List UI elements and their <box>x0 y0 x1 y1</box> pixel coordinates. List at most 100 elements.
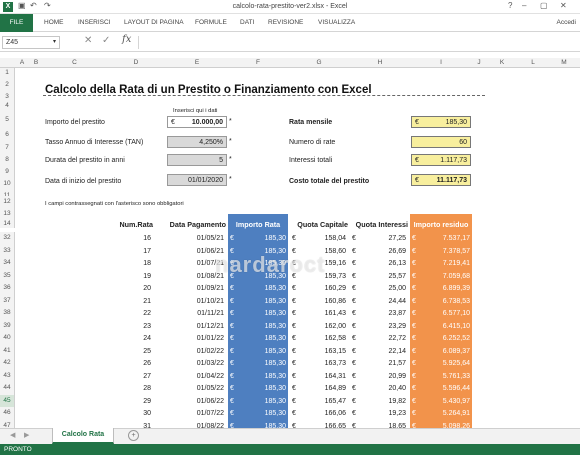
col-header-f[interactable]: F <box>256 59 260 66</box>
table-cell[interactable]: 160,86 <box>324 297 346 305</box>
tab-dati[interactable]: DATI <box>240 19 255 26</box>
table-cell[interactable]: 162,00 <box>324 322 346 330</box>
table-cell[interactable]: 01/01/22 <box>196 335 224 342</box>
table-cell[interactable]: 6.738,53 <box>442 297 470 305</box>
row-header[interactable]: 33 <box>0 244 15 257</box>
table-cell[interactable]: 158,04 <box>324 235 346 242</box>
tab-file[interactable]: FILE <box>0 14 33 32</box>
table-cell[interactable]: 5.264,91 <box>442 410 470 417</box>
table-cell[interactable]: 185,30 <box>264 347 286 355</box>
table-cell[interactable]: 159,73 <box>324 272 346 280</box>
table-cell[interactable]: 01/12/21 <box>196 322 224 330</box>
table-cell[interactable]: 165,47 <box>324 397 346 405</box>
table-cell[interactable]: 185,30 <box>264 322 286 330</box>
row-header[interactable]: 43 <box>0 369 15 382</box>
table-cell[interactable]: 185,30 <box>264 297 286 305</box>
col-header-i[interactable]: I <box>440 59 442 66</box>
maximize-icon[interactable]: ▢ <box>540 1 548 10</box>
row-header[interactable]: 46 <box>0 407 15 420</box>
table-cell[interactable]: 22,72 <box>388 335 406 342</box>
col-header-l[interactable]: L <box>531 59 535 66</box>
table-cell[interactable]: 164,31 <box>324 372 346 380</box>
table-cell[interactable]: 24 <box>143 335 151 342</box>
row-header[interactable]: 6 <box>0 130 15 140</box>
table-cell[interactable]: 6.899,39 <box>442 285 470 292</box>
table-cell[interactable]: 25,00 <box>388 285 406 292</box>
table-cell[interactable]: 158,60 <box>324 247 346 255</box>
table-cell[interactable]: 23,87 <box>388 310 406 317</box>
table-cell[interactable]: 20,99 <box>388 372 406 380</box>
col-header-j[interactable]: J <box>477 59 481 66</box>
table-cell[interactable]: 19,23 <box>388 410 406 417</box>
table-cell[interactable]: 160,29 <box>324 285 346 292</box>
row-header[interactable]: 35 <box>0 269 15 282</box>
insert-function-icon[interactable]: fx <box>122 34 132 45</box>
table-cell[interactable]: 185,30 <box>264 422 286 429</box>
table-cell[interactable]: 6.577,10 <box>442 310 470 317</box>
table-cell[interactable]: 5.761,33 <box>442 372 470 380</box>
table-cell[interactable]: 26,13 <box>388 260 406 267</box>
row-header[interactable]: 12 <box>0 196 15 208</box>
table-cell[interactable]: 01/08/22 <box>196 422 224 429</box>
table-cell[interactable]: 27 <box>143 372 151 380</box>
col-header-g[interactable]: G <box>316 59 322 66</box>
table-cell[interactable]: 25,57 <box>388 272 406 280</box>
scroll-right-icon[interactable]: ▶ <box>24 432 30 439</box>
table-cell[interactable]: 162,58 <box>324 335 346 342</box>
tab-layout[interactable]: LAYOUT DI PAGINA <box>124 19 184 26</box>
table-cell[interactable]: 19,82 <box>388 397 406 405</box>
table-cell[interactable]: 7.219,41 <box>442 260 470 267</box>
table-cell[interactable]: 5.430,97 <box>442 397 470 405</box>
importo-input[interactable]: €10.000,00 <box>167 116 227 128</box>
table-cell[interactable]: 20 <box>143 285 151 292</box>
help-icon[interactable]: ? <box>508 1 513 10</box>
sheet-grid[interactable]: Calcolo della Rata di un Prestito o Fina… <box>15 68 580 428</box>
table-cell[interactable]: 21 <box>143 297 151 305</box>
tab-revisione[interactable]: REVISIONE <box>268 19 304 26</box>
col-header-h[interactable]: H <box>377 59 383 66</box>
col-header-c[interactable]: C <box>72 59 77 66</box>
table-cell[interactable]: 22,14 <box>388 347 406 355</box>
table-cell[interactable]: 185,30 <box>264 310 286 317</box>
table-cell[interactable]: 166,65 <box>324 422 346 429</box>
row-header[interactable]: 4 <box>0 101 15 110</box>
table-cell[interactable]: 185,30 <box>264 335 286 342</box>
row-header[interactable]: 3 <box>0 92 15 101</box>
row-header[interactable]: 39 <box>0 319 15 332</box>
row-header[interactable]: 32 <box>0 232 15 245</box>
table-cell[interactable]: 01/10/21 <box>196 297 224 305</box>
save-icon[interactable]: ▣ <box>18 1 26 10</box>
name-box[interactable]: Z45 ▾ <box>2 36 60 49</box>
table-cell[interactable]: 18 <box>143 260 151 267</box>
table-cell[interactable]: 22 <box>143 310 151 317</box>
table-cell[interactable]: 17 <box>143 247 151 255</box>
table-cell[interactable]: 01/11/21 <box>197 310 224 317</box>
add-sheet-icon[interactable]: + <box>128 430 139 441</box>
table-cell[interactable]: 5.925,64 <box>442 360 470 367</box>
table-cell[interactable]: 161,43 <box>324 310 346 317</box>
tab-visualizza[interactable]: VISUALIZZA <box>318 19 356 26</box>
row-header[interactable]: 8 <box>0 156 15 164</box>
col-header-e[interactable]: E <box>194 59 200 66</box>
tab-formule[interactable]: FORMULE <box>195 19 227 26</box>
table-cell[interactable]: 23 <box>143 322 151 330</box>
table-cell[interactable]: 185,30 <box>264 385 286 392</box>
table-cell[interactable]: 185,30 <box>264 260 286 267</box>
table-cell[interactable]: 26,69 <box>388 247 406 255</box>
table-cell[interactable]: 01/05/22 <box>196 385 224 392</box>
table-cell[interactable]: 24,44 <box>388 297 406 305</box>
row-header[interactable]: 44 <box>0 382 15 395</box>
table-cell[interactable]: 185,30 <box>264 372 286 380</box>
table-cell[interactable]: 7.059,68 <box>442 272 470 280</box>
table-cell[interactable]: 01/06/21 <box>196 247 224 255</box>
row-header[interactable]: 45 <box>0 394 15 407</box>
table-cell[interactable]: 26 <box>143 360 151 367</box>
table-cell[interactable]: 163,73 <box>324 360 346 367</box>
data-input[interactable]: 01/01/2020 <box>167 174 227 186</box>
table-cell[interactable]: 20,40 <box>388 385 406 392</box>
row-header[interactable]: 10 <box>0 180 15 188</box>
row-header[interactable]: 14 <box>0 220 15 228</box>
table-cell[interactable]: 29 <box>143 397 151 405</box>
table-cell[interactable]: 185,30 <box>264 360 286 367</box>
col-header-m[interactable]: M <box>561 59 567 66</box>
